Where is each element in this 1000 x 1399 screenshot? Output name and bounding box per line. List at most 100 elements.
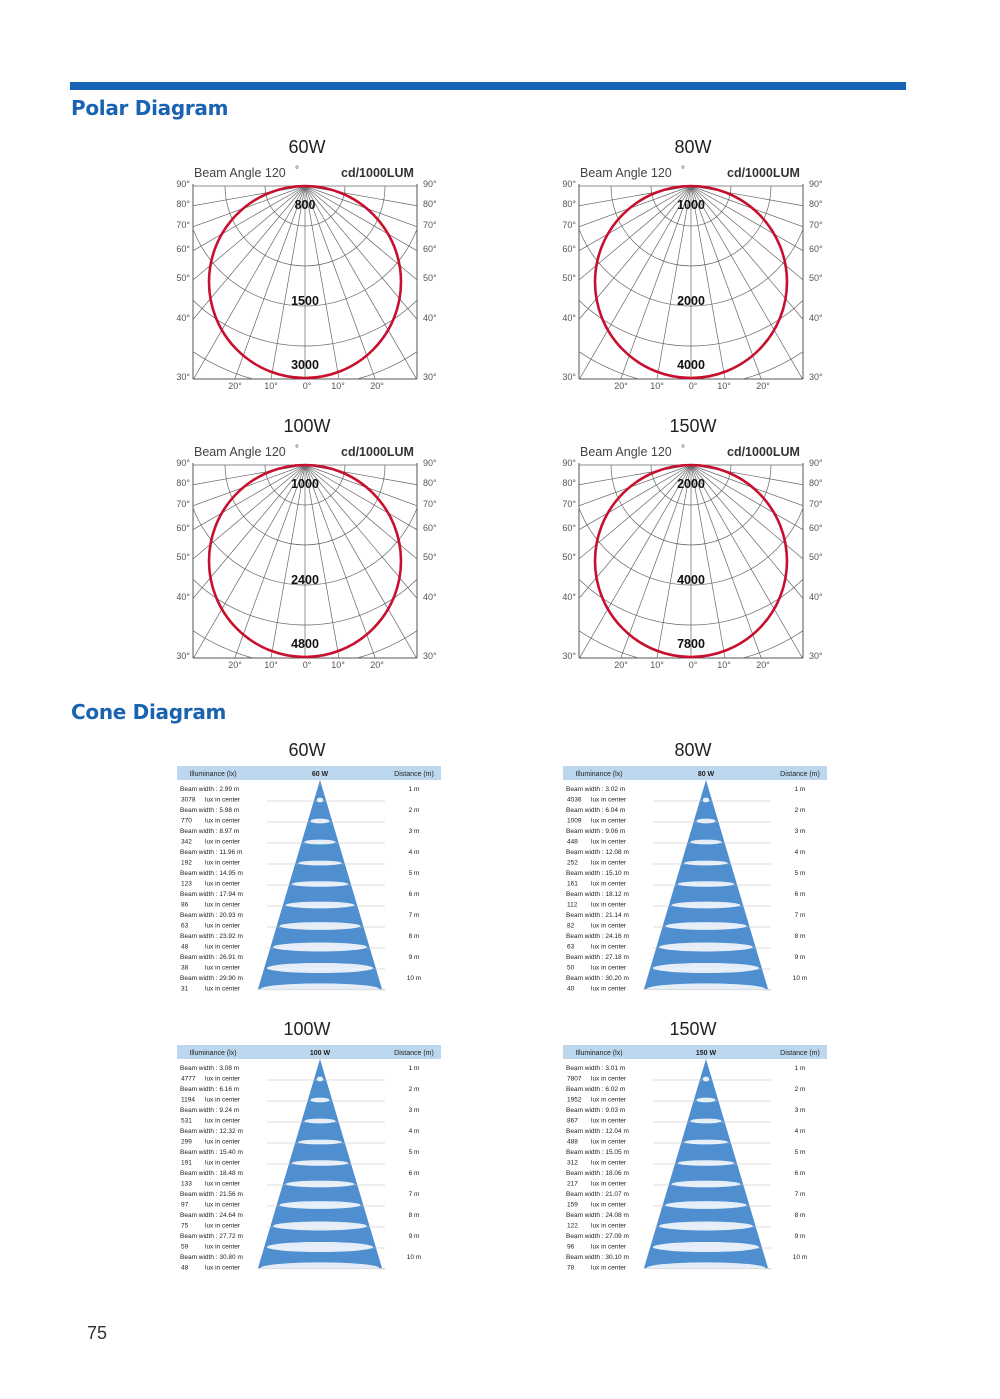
polar-intensity-curve bbox=[207, 184, 403, 380]
polar-radial-60 bbox=[304, 464, 417, 531]
polar-radial-20 bbox=[690, 464, 762, 658]
polar-radial--60 bbox=[579, 464, 692, 531]
cone-lux-value: 96 bbox=[567, 1244, 575, 1251]
polar-radial--40 bbox=[579, 464, 692, 600]
polar-left-angle-0: 90° bbox=[176, 458, 190, 468]
polar-radial-40 bbox=[690, 185, 803, 321]
cone-distance-label: 4 m bbox=[409, 849, 420, 856]
cone-beam-ellipse bbox=[285, 1180, 355, 1188]
cone-beam-width-label: Beam width : 18.48 m bbox=[180, 1170, 243, 1177]
polar-left-angle-2: 70° bbox=[176, 220, 190, 230]
cone-distance-label: 5 m bbox=[795, 870, 806, 877]
cone-beam-width-label: Beam width : 5.98 m bbox=[180, 807, 239, 814]
polar-radial-10 bbox=[690, 464, 726, 658]
cone-distance-label: 1 m bbox=[795, 1065, 806, 1072]
polar-radial--20 bbox=[234, 464, 306, 658]
cone-distance-label: 5 m bbox=[409, 870, 420, 877]
polar-left-angle-0: 90° bbox=[562, 179, 576, 189]
cone-lux-value: 217 bbox=[567, 1181, 578, 1188]
cone-lux-value: 3078 bbox=[181, 797, 196, 804]
polar-bottom-angle-3: 10° bbox=[331, 381, 345, 391]
polar-right-angle-6: 30° bbox=[423, 651, 437, 661]
cone-header-bar bbox=[177, 766, 441, 780]
cone-distance-label: 8 m bbox=[795, 1212, 806, 1219]
polar-left-angle-4: 50° bbox=[176, 552, 190, 562]
polar-left-angle-3: 60° bbox=[562, 523, 576, 533]
polar-left-angle-1: 80° bbox=[562, 199, 576, 209]
polar-bottom-angle-4: 20° bbox=[370, 381, 384, 391]
polar-intensity-curve bbox=[593, 463, 789, 659]
polar-right-angle-4: 50° bbox=[423, 552, 437, 562]
polar-ring-value-1: 2000 bbox=[677, 294, 705, 308]
cone-lux-value: 342 bbox=[181, 839, 192, 846]
polar-radial--50 bbox=[579, 185, 692, 281]
polar-bottom-angle-0: 20° bbox=[614, 381, 628, 391]
polar-radial-10 bbox=[304, 464, 340, 658]
cone-beam-width-label: Beam width : 30.20 m bbox=[566, 975, 629, 982]
polar-radial--30 bbox=[579, 464, 692, 658]
top-accent-bar bbox=[70, 82, 906, 90]
cone-header-wattage: 100 W bbox=[310, 1050, 331, 1057]
polar-bottom-angle-2: 0° bbox=[689, 381, 698, 391]
cone-section-title: Cone Diagram bbox=[71, 700, 227, 724]
cone-lux-value: 312 bbox=[567, 1160, 578, 1167]
cone-beam-width-label: Beam width : 8.97 m bbox=[180, 828, 239, 835]
cone-lux-suffix: lux in center bbox=[591, 1202, 627, 1209]
polar-right-angle-5: 40° bbox=[423, 313, 437, 323]
polar-radial--80 bbox=[193, 185, 306, 207]
cone-lux-value: 31 bbox=[181, 986, 189, 993]
cone-lux-suffix: lux in center bbox=[591, 902, 627, 909]
cone-lux-suffix: lux in center bbox=[205, 902, 241, 909]
polar-right-angle-6: 30° bbox=[809, 372, 823, 382]
cone-lux-suffix: lux in center bbox=[591, 839, 627, 846]
cone-header-bar bbox=[563, 1045, 827, 1059]
polar-unit-label: cd/1000LUM bbox=[727, 166, 800, 180]
polar-right-angle-1: 80° bbox=[809, 199, 823, 209]
polar-left-angle-6: 30° bbox=[562, 651, 576, 661]
cone-header-distance: Distance (m) bbox=[394, 1050, 434, 1057]
cone-lux-suffix: lux in center bbox=[205, 797, 241, 804]
cone-beam-ellipse bbox=[298, 860, 342, 866]
cone-lux-value: 488 bbox=[567, 1139, 578, 1146]
polar-right-angle-5: 40° bbox=[809, 313, 823, 323]
cone-header-illuminance: Illuminance (lx) bbox=[575, 771, 622, 778]
polar-radial--20 bbox=[620, 464, 692, 658]
polar-radial-10 bbox=[690, 185, 726, 379]
cone-beam-ellipse bbox=[696, 818, 716, 824]
cone-beam-ellipse bbox=[260, 1262, 380, 1271]
polar-chart-150w: Beam Angle 120 ° cd/1000LUM 90° 80° 70° 60° 50°… bbox=[562, 444, 823, 670]
cone-beam-width-label: Beam width : 27.09 m bbox=[566, 1233, 629, 1240]
cone-lux-value: 48 bbox=[181, 944, 189, 951]
cone-beam-width-label: Beam width : 30.10 m bbox=[566, 1254, 629, 1261]
cone-distance-label: 5 m bbox=[409, 1149, 420, 1156]
cone-lux-value: 75 bbox=[181, 1223, 189, 1230]
polar-right-angle-3: 60° bbox=[423, 523, 437, 533]
polar-beam-angle-label: Beam Angle 120 bbox=[194, 166, 286, 180]
polar-radial-20 bbox=[304, 464, 376, 658]
polar-right-angle-6: 30° bbox=[423, 372, 437, 382]
cone-lux-suffix: lux in center bbox=[205, 944, 241, 951]
cone-distance-label: 6 m bbox=[409, 891, 420, 898]
cone-beam-ellipse bbox=[684, 1139, 728, 1145]
cone-lux-suffix: lux in center bbox=[205, 881, 241, 888]
polar-grid-lines bbox=[579, 464, 803, 658]
cone-lux-value: 123 bbox=[181, 881, 192, 888]
cone-lux-suffix: lux in center bbox=[205, 839, 241, 846]
polar-radial--30 bbox=[579, 185, 692, 379]
polar-radial--20 bbox=[620, 185, 692, 379]
polar-radial-20 bbox=[690, 185, 762, 379]
cone-beam-ellipse bbox=[659, 942, 753, 952]
cone-beam-width-label: Beam width : 15.10 m bbox=[566, 870, 629, 877]
polar-degree-mark: ° bbox=[295, 444, 299, 455]
polar-right-angle-2: 70° bbox=[809, 499, 823, 509]
polar-radial--10 bbox=[656, 464, 692, 658]
cone-beam-ellipse bbox=[652, 1241, 760, 1253]
polar-right-angle-4: 50° bbox=[809, 552, 823, 562]
polar-radial-80 bbox=[304, 185, 417, 207]
cone-lux-value: 38 bbox=[181, 965, 189, 972]
cone-beam-ellipse bbox=[671, 1180, 741, 1188]
polar-radial-30 bbox=[304, 185, 417, 379]
cone-lux-suffix: lux in center bbox=[205, 1160, 241, 1167]
cone-lux-suffix: lux in center bbox=[205, 1181, 241, 1188]
polar-radial--50 bbox=[579, 464, 692, 560]
